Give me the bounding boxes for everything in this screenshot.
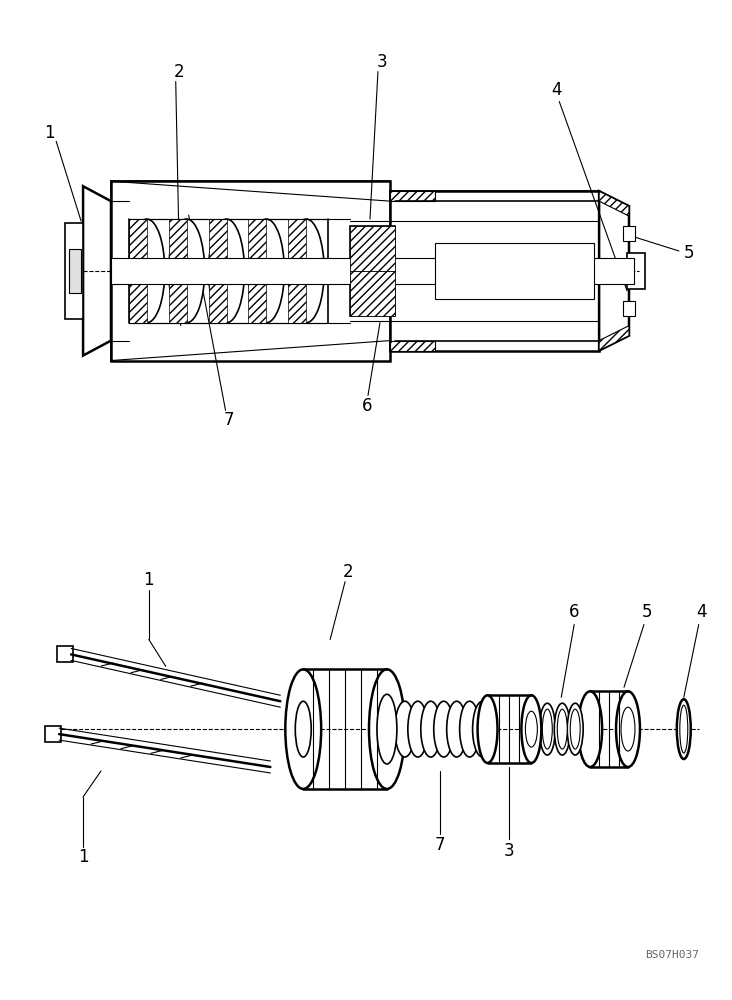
Ellipse shape — [539, 703, 556, 755]
Polygon shape — [248, 219, 266, 271]
Ellipse shape — [369, 669, 405, 789]
Ellipse shape — [616, 691, 640, 767]
Polygon shape — [129, 271, 147, 323]
Polygon shape — [65, 223, 83, 319]
Polygon shape — [390, 341, 599, 351]
Ellipse shape — [377, 694, 397, 764]
Text: 1: 1 — [44, 124, 54, 142]
Ellipse shape — [285, 669, 321, 789]
Ellipse shape — [209, 219, 244, 323]
Polygon shape — [599, 191, 629, 351]
Text: 2: 2 — [173, 63, 184, 81]
Polygon shape — [111, 181, 390, 201]
Ellipse shape — [295, 701, 311, 757]
Ellipse shape — [288, 219, 324, 323]
Bar — [435, 243, 594, 299]
Text: 7: 7 — [435, 836, 445, 854]
Ellipse shape — [521, 695, 542, 763]
Ellipse shape — [248, 219, 284, 323]
Ellipse shape — [578, 691, 602, 767]
Bar — [350, 226, 395, 316]
Polygon shape — [169, 271, 187, 323]
Bar — [69, 249, 81, 293]
Bar — [111, 258, 634, 284]
Polygon shape — [390, 191, 435, 201]
Ellipse shape — [526, 711, 537, 747]
Bar — [623, 226, 635, 241]
Bar — [45, 726, 61, 742]
Text: 5: 5 — [684, 244, 694, 262]
Text: 6: 6 — [569, 603, 580, 621]
Bar — [111, 181, 390, 361]
Text: 7: 7 — [223, 411, 234, 429]
Text: 6: 6 — [362, 397, 373, 415]
Ellipse shape — [169, 219, 205, 323]
Polygon shape — [390, 341, 435, 351]
Bar — [390, 191, 599, 351]
Ellipse shape — [395, 701, 415, 757]
Ellipse shape — [677, 699, 691, 759]
Polygon shape — [288, 219, 306, 271]
Text: 2: 2 — [343, 563, 354, 581]
Ellipse shape — [477, 695, 498, 763]
Ellipse shape — [408, 701, 427, 757]
Polygon shape — [83, 186, 111, 356]
Ellipse shape — [554, 703, 570, 755]
Polygon shape — [390, 191, 599, 201]
Polygon shape — [288, 271, 306, 323]
Text: BS07H037: BS07H037 — [645, 950, 699, 960]
Polygon shape — [209, 271, 226, 323]
Polygon shape — [599, 191, 629, 216]
Polygon shape — [248, 271, 266, 323]
Text: 4: 4 — [551, 81, 561, 99]
Ellipse shape — [557, 709, 567, 749]
Ellipse shape — [473, 701, 493, 757]
Polygon shape — [350, 226, 395, 271]
Ellipse shape — [434, 701, 454, 757]
Polygon shape — [209, 219, 226, 271]
Bar — [57, 646, 73, 662]
Ellipse shape — [567, 703, 583, 755]
Text: 4: 4 — [696, 603, 707, 621]
Bar — [623, 301, 635, 316]
Text: 1: 1 — [143, 571, 154, 589]
Polygon shape — [129, 219, 147, 271]
Ellipse shape — [421, 701, 441, 757]
Text: 5: 5 — [642, 603, 652, 621]
Ellipse shape — [447, 701, 466, 757]
Polygon shape — [599, 326, 629, 351]
Polygon shape — [350, 271, 395, 316]
Polygon shape — [111, 341, 390, 361]
Text: 3: 3 — [377, 53, 387, 71]
Ellipse shape — [570, 709, 580, 749]
Polygon shape — [169, 219, 187, 271]
Text: 3: 3 — [504, 842, 515, 860]
Ellipse shape — [680, 705, 688, 753]
Ellipse shape — [542, 709, 552, 749]
Ellipse shape — [621, 707, 635, 751]
Bar — [627, 253, 645, 289]
Text: 1: 1 — [78, 848, 89, 866]
Ellipse shape — [460, 701, 479, 757]
Ellipse shape — [129, 219, 165, 323]
